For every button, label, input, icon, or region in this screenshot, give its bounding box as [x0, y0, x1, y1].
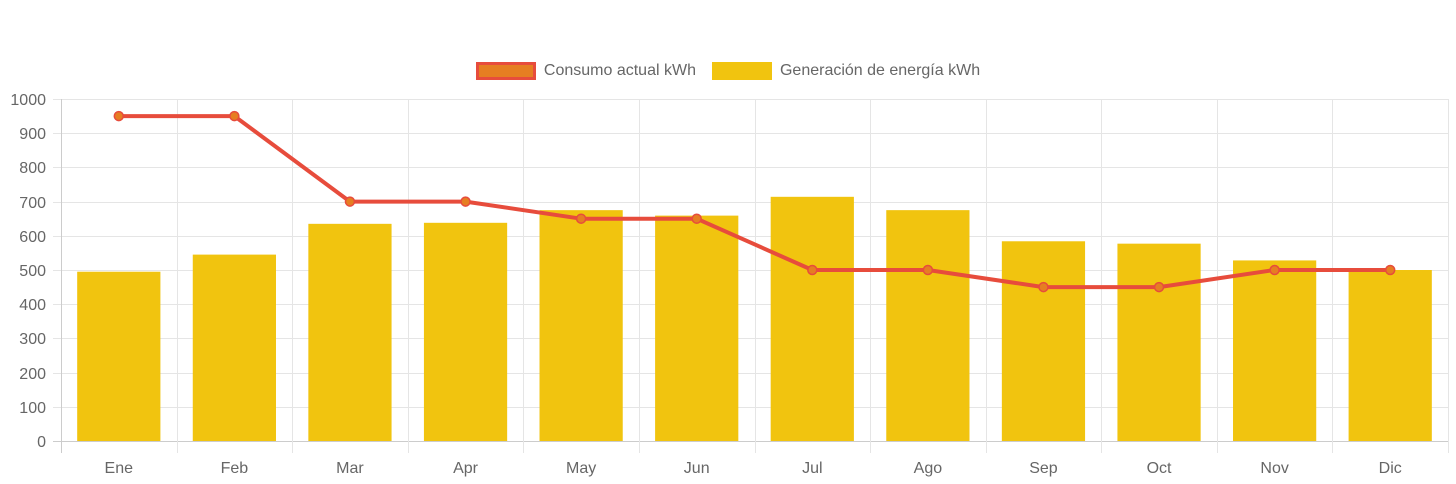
x-tick-label: Jul — [802, 460, 822, 477]
x-tick-label: Ago — [914, 460, 943, 477]
x-tick-label: Apr — [453, 460, 479, 477]
point-apr — [460, 196, 471, 207]
grid-lines — [53, 99, 1449, 453]
bar-mar — [308, 223, 392, 441]
chart-legend: Consumo actual kWh Generación de energía… — [0, 62, 1456, 80]
y-tick-label: 100 — [19, 400, 46, 417]
point-sep — [1038, 281, 1049, 293]
line-series-consumo — [113, 110, 1396, 293]
x-tick-label: May — [566, 460, 596, 477]
y-tick-label: 0 — [37, 434, 46, 451]
y-tick-label: 400 — [19, 297, 46, 314]
point-jun — [691, 213, 702, 224]
x-tick-label: Dic — [1379, 460, 1402, 477]
consumo-line — [118, 114, 1391, 290]
bar-oct — [1117, 243, 1201, 441]
legend-item-generacion[interactable]: Generación de energía kWh — [711, 62, 981, 80]
point-nov — [1269, 264, 1280, 276]
y-tick-label: 600 — [19, 229, 46, 246]
legend-swatch-consumo — [475, 62, 536, 80]
x-tick-label: Feb — [221, 460, 249, 477]
bar-dic — [1348, 270, 1432, 441]
y-axis: 0 100 200 300 400 500 600 700 800 900 1000 — [10, 92, 46, 451]
x-tick-label: Jun — [684, 460, 710, 477]
x-tick-label: Sep — [1029, 460, 1058, 477]
legend-label-consumo: Consumo actual kWh — [543, 62, 696, 79]
y-tick-label: 700 — [19, 195, 46, 212]
bar-jun — [655, 215, 739, 441]
x-tick-label: Ene — [105, 460, 134, 477]
point-feb — [229, 110, 240, 122]
point-oct — [1153, 281, 1165, 293]
bar-nov — [1233, 260, 1317, 441]
legend-label-generacion: Generación de energía kWh — [779, 62, 981, 79]
bar-apr — [423, 222, 508, 441]
point-dic — [1384, 264, 1396, 276]
x-tick-label: Mar — [336, 460, 364, 477]
y-tick-label: 500 — [19, 263, 46, 280]
y-tick-label: 900 — [19, 126, 46, 143]
bar-ene — [77, 271, 161, 441]
point-mar — [344, 196, 356, 207]
point-ene — [113, 110, 125, 122]
x-tick-label: Nov — [1260, 460, 1288, 477]
bar-sep — [1001, 241, 1086, 441]
point-may — [575, 213, 587, 224]
point-jul — [807, 264, 818, 276]
bar-may — [539, 210, 623, 441]
y-tick-label: 1000 — [10, 92, 46, 109]
bar-jul — [770, 196, 854, 441]
x-axis: Ene Feb Mar Apr May Jun Jul Ago Sep Oct Nov Dic — [105, 460, 1402, 477]
bar-feb — [192, 254, 276, 441]
y-tick-label: 800 — [19, 160, 46, 177]
legend-item-consumo[interactable]: Consumo actual kWh — [475, 62, 696, 80]
y-tick-label: 300 — [19, 331, 46, 348]
x-tick-label: Oct — [1147, 460, 1172, 477]
point-ago — [922, 264, 934, 276]
bar-series-generacion — [77, 196, 1432, 441]
y-tick-label: 200 — [19, 366, 46, 383]
legend-swatch-generacion — [711, 62, 772, 80]
bar-ago — [886, 210, 970, 441]
